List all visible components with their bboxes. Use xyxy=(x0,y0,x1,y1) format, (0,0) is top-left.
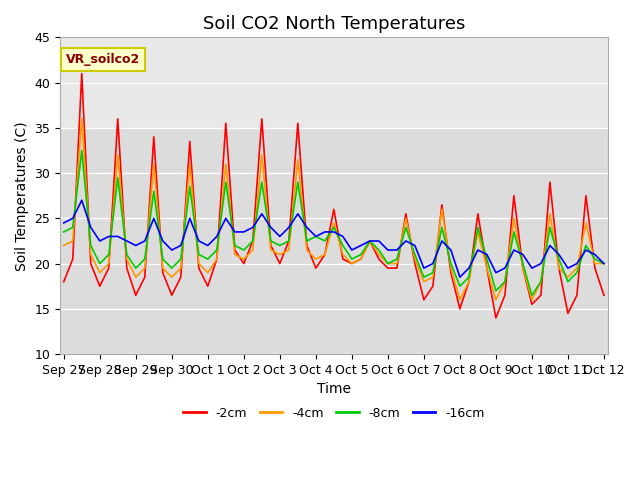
-4cm xyxy=(357,256,365,262)
-4cm xyxy=(546,211,554,216)
-2cm xyxy=(357,256,365,262)
-4cm xyxy=(456,297,464,303)
-2cm xyxy=(258,116,266,121)
-16cm xyxy=(546,242,554,248)
Legend: -2cm, -4cm, -8cm, -16cm: -2cm, -4cm, -8cm, -16cm xyxy=(178,402,490,424)
-8cm xyxy=(393,256,401,262)
-4cm xyxy=(258,152,266,158)
Line: -8cm: -8cm xyxy=(64,150,604,295)
-8cm xyxy=(177,256,184,262)
-4cm xyxy=(177,265,184,271)
-16cm xyxy=(600,261,608,266)
-8cm xyxy=(546,225,554,230)
-8cm xyxy=(258,179,266,185)
-8cm xyxy=(600,261,608,266)
Line: -4cm: -4cm xyxy=(64,119,604,300)
-4cm xyxy=(195,261,203,266)
-16cm xyxy=(393,247,401,253)
-16cm xyxy=(195,238,203,244)
-4cm xyxy=(60,242,68,248)
-2cm xyxy=(60,279,68,285)
-2cm xyxy=(600,292,608,298)
-8cm xyxy=(528,292,536,298)
-8cm xyxy=(195,252,203,257)
-2cm xyxy=(78,71,86,76)
-2cm xyxy=(546,179,554,185)
-16cm xyxy=(258,211,266,216)
-4cm xyxy=(600,261,608,266)
-4cm xyxy=(393,261,401,266)
-8cm xyxy=(357,252,365,257)
-2cm xyxy=(177,274,184,280)
-16cm xyxy=(177,242,184,248)
-2cm xyxy=(492,315,500,321)
Y-axis label: Soil Temperatures (C): Soil Temperatures (C) xyxy=(15,121,29,271)
-16cm xyxy=(60,220,68,226)
X-axis label: Time: Time xyxy=(317,383,351,396)
-8cm xyxy=(60,229,68,235)
-16cm xyxy=(456,274,464,280)
-16cm xyxy=(78,197,86,203)
-16cm xyxy=(357,242,365,248)
-4cm xyxy=(78,116,86,121)
Title: Soil CO2 North Temperatures: Soil CO2 North Temperatures xyxy=(203,15,465,33)
Line: -2cm: -2cm xyxy=(64,73,604,318)
Text: VR_soilco2: VR_soilco2 xyxy=(66,53,140,66)
-2cm xyxy=(393,265,401,271)
-2cm xyxy=(195,265,203,271)
-8cm xyxy=(78,147,86,153)
Bar xyxy=(60,37,607,128)
Line: -16cm: -16cm xyxy=(64,200,604,277)
